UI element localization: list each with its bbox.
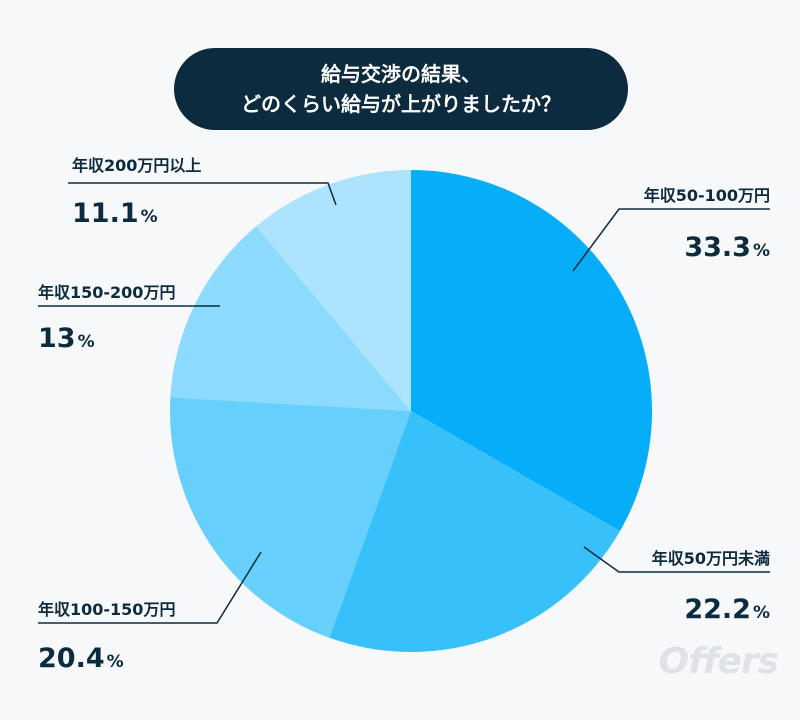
slice-label-3: 年収100-150万円 (38, 600, 175, 619)
slice-label-1: 年収50-100万円 (644, 186, 770, 205)
slice-value-3: 20.4% (38, 643, 124, 674)
slice-label-5: 年収200万円以上 (72, 156, 201, 175)
slice-label-2: 年収50万円未満 (652, 549, 770, 568)
leader-line-3 (38, 551, 262, 624)
slice-label-4: 年収150-200万円 (38, 283, 175, 302)
chart-title: 給与交渉の結果、 どのくらい給与が上がりましたか？ (174, 48, 628, 130)
slice-value-5: 11.1% (72, 198, 158, 229)
slice-value-4: 13% (38, 323, 95, 354)
pie-slice-2 (329, 411, 620, 652)
leader-line-1 (572, 208, 770, 272)
slice-value-1: 33.3% (684, 232, 770, 263)
leader-line-5 (68, 182, 337, 206)
pie-slice-5 (256, 170, 411, 411)
pie-slice-4 (170, 226, 411, 411)
chart-title-line1: 給与交渉の結果、 (321, 62, 481, 86)
pie-slice-3 (170, 397, 411, 638)
slice-value-2: 22.2% (684, 594, 770, 625)
leader-line-2 (583, 546, 770, 573)
pie-slice-1 (411, 170, 653, 532)
offers-watermark: Offers (658, 641, 779, 682)
chart-title-line2: どのくらい給与が上がりましたか？ (241, 92, 561, 116)
